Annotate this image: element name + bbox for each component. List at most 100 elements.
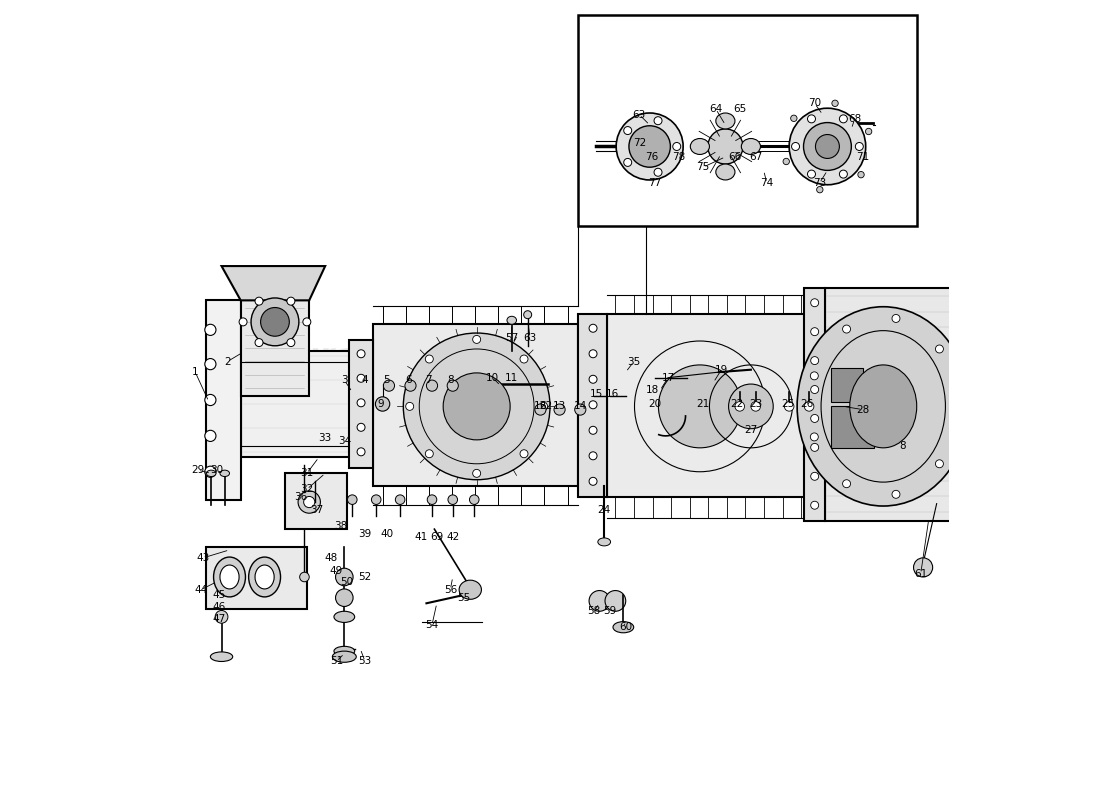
Circle shape xyxy=(554,404,565,415)
Circle shape xyxy=(590,375,597,383)
Circle shape xyxy=(807,170,815,178)
Circle shape xyxy=(811,472,818,480)
Text: 20: 20 xyxy=(649,399,662,409)
Text: 29: 29 xyxy=(191,465,205,475)
Ellipse shape xyxy=(249,557,280,597)
Circle shape xyxy=(358,399,365,406)
Polygon shape xyxy=(221,266,326,300)
Text: 75: 75 xyxy=(696,162,710,172)
Text: 23: 23 xyxy=(749,399,762,409)
Text: 21: 21 xyxy=(696,399,710,409)
Text: 19: 19 xyxy=(715,365,728,374)
Text: 34: 34 xyxy=(338,437,351,446)
Text: 69: 69 xyxy=(430,532,443,542)
Circle shape xyxy=(605,590,626,611)
Polygon shape xyxy=(206,300,241,500)
Circle shape xyxy=(673,142,681,150)
Text: 18: 18 xyxy=(646,386,659,395)
Circle shape xyxy=(590,452,597,460)
Circle shape xyxy=(590,590,609,611)
Ellipse shape xyxy=(716,164,735,180)
Circle shape xyxy=(839,170,847,178)
Ellipse shape xyxy=(789,108,866,185)
Circle shape xyxy=(843,480,850,488)
Text: 36: 36 xyxy=(295,492,308,502)
Text: 26: 26 xyxy=(800,399,813,409)
Circle shape xyxy=(205,324,216,335)
Circle shape xyxy=(358,374,365,382)
Text: 77: 77 xyxy=(649,178,662,188)
Circle shape xyxy=(535,404,546,415)
Text: 5: 5 xyxy=(383,375,389,385)
Ellipse shape xyxy=(597,538,611,546)
Circle shape xyxy=(913,558,933,577)
Text: 24: 24 xyxy=(597,505,611,515)
Text: 78: 78 xyxy=(672,152,685,162)
Circle shape xyxy=(574,404,586,415)
Ellipse shape xyxy=(210,652,233,662)
Circle shape xyxy=(205,394,216,406)
Bar xyxy=(578,15,916,226)
Ellipse shape xyxy=(629,126,670,167)
Ellipse shape xyxy=(616,113,683,180)
Text: 7: 7 xyxy=(426,375,432,385)
Ellipse shape xyxy=(803,122,851,170)
Ellipse shape xyxy=(524,310,531,318)
Circle shape xyxy=(590,350,597,358)
Circle shape xyxy=(811,502,818,510)
Polygon shape xyxy=(607,314,810,498)
Text: 27: 27 xyxy=(745,426,758,435)
Text: 13: 13 xyxy=(553,402,566,411)
Circle shape xyxy=(935,345,944,353)
Ellipse shape xyxy=(220,565,239,589)
Circle shape xyxy=(832,100,838,106)
Circle shape xyxy=(590,426,597,434)
Ellipse shape xyxy=(220,470,230,477)
Circle shape xyxy=(811,328,818,336)
Circle shape xyxy=(287,338,295,346)
Circle shape xyxy=(783,158,790,165)
Circle shape xyxy=(811,372,818,380)
Text: 61: 61 xyxy=(914,569,927,578)
Text: 41: 41 xyxy=(415,532,428,542)
Text: 68: 68 xyxy=(848,114,861,124)
Ellipse shape xyxy=(784,402,794,411)
Circle shape xyxy=(953,402,960,410)
Ellipse shape xyxy=(459,580,482,599)
Ellipse shape xyxy=(336,589,353,606)
Text: 45: 45 xyxy=(212,590,226,600)
Ellipse shape xyxy=(304,497,315,508)
Circle shape xyxy=(520,355,528,363)
Circle shape xyxy=(358,448,365,456)
Ellipse shape xyxy=(334,611,354,622)
Ellipse shape xyxy=(251,298,299,346)
Circle shape xyxy=(205,466,216,478)
Circle shape xyxy=(624,126,631,134)
Text: 4: 4 xyxy=(362,375,369,385)
Text: 25: 25 xyxy=(781,399,794,409)
Text: 9: 9 xyxy=(377,399,384,409)
Polygon shape xyxy=(803,288,825,521)
Text: 63: 63 xyxy=(524,333,537,343)
Ellipse shape xyxy=(299,572,309,582)
Ellipse shape xyxy=(216,610,228,623)
Circle shape xyxy=(384,380,395,391)
Text: 52: 52 xyxy=(359,572,372,582)
Circle shape xyxy=(590,324,597,332)
Circle shape xyxy=(426,355,433,363)
Circle shape xyxy=(811,443,818,451)
Text: 71: 71 xyxy=(856,152,869,162)
Text: 33: 33 xyxy=(319,434,332,443)
Ellipse shape xyxy=(708,129,742,164)
Text: 53: 53 xyxy=(359,657,372,666)
Circle shape xyxy=(811,298,818,306)
Text: 22: 22 xyxy=(730,399,744,409)
Bar xyxy=(830,368,862,402)
Text: 30: 30 xyxy=(210,465,223,475)
Text: 65: 65 xyxy=(733,104,747,114)
Circle shape xyxy=(520,450,528,458)
Text: 54: 54 xyxy=(426,620,439,630)
Bar xyxy=(830,406,874,448)
Text: 72: 72 xyxy=(632,138,646,148)
Circle shape xyxy=(892,314,900,322)
